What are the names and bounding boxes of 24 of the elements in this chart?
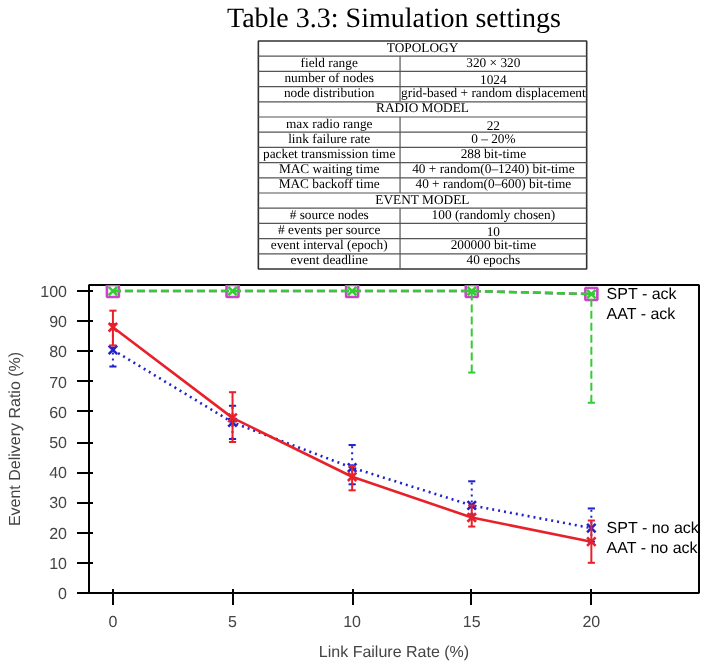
- x-axis-title: Link Failure Rate (%): [318, 643, 470, 661]
- y-tick-label: 80: [49, 343, 69, 362]
- point: [346, 471, 358, 483]
- x-tick-label: 15: [462, 613, 482, 631]
- series-label: SPT - ack: [606, 285, 679, 304]
- y-tick-label: 40: [49, 464, 69, 483]
- text: Table 3.3: Simulation settings: [226, 5, 562, 35]
- series-label: AAT - ack: [606, 305, 678, 324]
- series-label: SPT - no ack: [606, 519, 701, 538]
- x-tick-label: 0: [108, 613, 119, 631]
- y-tick-label: 100: [40, 283, 69, 302]
- y-tick-label: 60: [49, 403, 69, 422]
- y-tick-label: 20: [49, 524, 69, 543]
- series-label: AAT - no ack: [606, 539, 700, 558]
- y-tick-label: 50: [49, 434, 69, 453]
- y-tick-label: 70: [49, 373, 69, 392]
- x-tick-label: 10: [343, 613, 363, 631]
- y-tick-label: 0: [58, 585, 69, 603]
- x-tick-label: 20: [582, 613, 602, 631]
- x-tick-label: 5: [228, 613, 239, 631]
- y-tick-label: 90: [49, 313, 69, 332]
- y-tick-label: 10: [49, 554, 69, 573]
- y-tick-label: 30: [49, 494, 69, 513]
- y-axis-title: Event Delivery Ratio (%): [6, 351, 25, 527]
